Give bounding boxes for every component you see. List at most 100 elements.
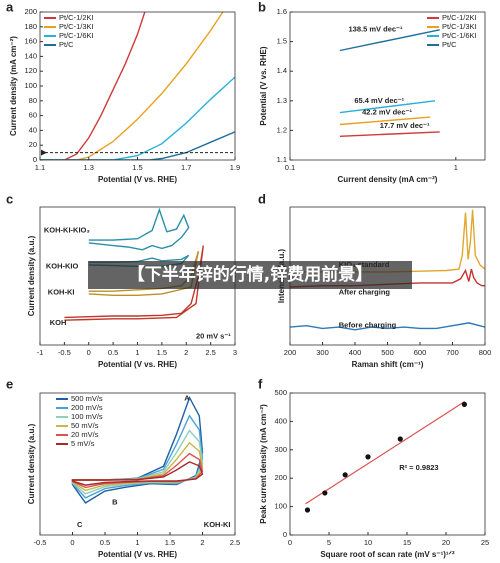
- series-line: [40, 76, 235, 160]
- y-tick-label: 120: [24, 66, 37, 75]
- series-label: KOH: [50, 318, 67, 327]
- x-tick-label: -0.5: [34, 538, 47, 547]
- series-line: [71, 395, 204, 504]
- panel-label: f: [258, 376, 263, 391]
- x-axis-label: Potential (V vs. RHE): [98, 550, 177, 559]
- panel-label: b: [258, 0, 266, 14]
- x-tick-label: 1.5: [165, 538, 175, 547]
- y-tick-label: 500: [274, 388, 287, 397]
- data-point: [322, 490, 328, 496]
- series-line: [71, 429, 204, 495]
- series-line: [71, 441, 204, 492]
- x-tick-label: 1: [454, 163, 458, 172]
- x-tick-label: 20: [442, 538, 450, 547]
- y-tick-label: 60: [29, 111, 37, 120]
- x-tick-label: -0.5: [58, 348, 71, 357]
- annotation: R² = 0.9823: [399, 463, 438, 472]
- plot-area: [71, 395, 204, 504]
- plot-area: [40, 12, 235, 160]
- y-tick-label: 140: [24, 51, 37, 60]
- y-tick-label: 40: [29, 125, 37, 134]
- x-tick-label: 400: [349, 348, 362, 357]
- series-line: [339, 100, 436, 114]
- y-tick-label: 1.2: [277, 125, 287, 134]
- y-tick-label: 300: [274, 445, 287, 454]
- series-line: [40, 12, 146, 160]
- legend-label: Pt/C-1/2KI: [59, 13, 94, 22]
- annotation: 42.2 mV dec⁻¹: [362, 108, 412, 117]
- annotation: 17.7 mV dec⁻¹: [380, 121, 430, 130]
- annotation: 138.5 mV dec⁻¹: [349, 25, 403, 34]
- y-tick-label: 20: [29, 140, 37, 149]
- x-tick-label: 2: [184, 348, 188, 357]
- annotation: B: [112, 497, 118, 506]
- x-tick-label: 1.3: [84, 163, 94, 172]
- fit-line: [305, 401, 466, 505]
- x-tick-label: -1: [37, 348, 44, 357]
- plot-area: [339, 29, 440, 137]
- series-line: [339, 116, 431, 126]
- data-point: [365, 454, 371, 460]
- legend-label: Pt/C-1/3KI: [442, 22, 477, 31]
- overlay-banner: 【下半年锌的行情,锌费用前景】: [88, 261, 412, 289]
- legend-label: 50 mV/s: [71, 421, 99, 430]
- y-tick-label: 200: [274, 473, 287, 482]
- x-tick-label: 700: [446, 348, 459, 357]
- y-axis-label: Current density (a.u.): [27, 235, 36, 316]
- series-label: After charging: [339, 288, 391, 297]
- legend-label: 100 mV/s: [71, 412, 103, 421]
- x-tick-label: 25: [481, 538, 489, 547]
- plot-frame: [39, 11, 236, 161]
- series-line: [88, 207, 190, 251]
- x-tick-label: 5: [327, 538, 331, 547]
- y-axis-label: Peak current density (mA cm⁻²): [259, 404, 268, 524]
- x-tick-label: 0.5: [100, 538, 110, 547]
- annotation: 65.4 mV dec⁻¹: [354, 96, 404, 105]
- panel-label: c: [6, 191, 13, 206]
- x-tick-label: 200: [284, 348, 297, 357]
- legend-label: 20 mV/s: [71, 430, 99, 439]
- y-axis-label: Current density (a.u.): [27, 423, 36, 504]
- legend-label: Pt/C: [59, 40, 74, 49]
- legend-label: Pt/C-1/2KI: [442, 13, 477, 22]
- legend-label: 200 mV/s: [71, 403, 103, 412]
- x-tick-label: 2.5: [230, 538, 240, 547]
- data-point: [461, 401, 468, 407]
- x-tick-label: 500: [381, 348, 394, 357]
- x-tick-label: 0: [288, 538, 292, 547]
- y-tick-label: 400: [274, 416, 287, 425]
- x-axis-label: Square root of scan rate (mV s⁻¹)¹ᐟ²: [320, 550, 455, 559]
- x-axis-label: Raman shift (cm⁻¹): [352, 360, 424, 369]
- y-tick-label: 160: [24, 37, 37, 46]
- legend-label: Pt/C-1/3KI: [59, 22, 94, 31]
- x-tick-label: 1.5: [157, 348, 167, 357]
- x-tick-label: 600: [414, 348, 427, 357]
- y-tick-label: 100: [24, 81, 37, 90]
- legend-label: Pt/C: [442, 40, 457, 49]
- panel-label: a: [6, 0, 14, 14]
- y-tick-label: 180: [24, 22, 37, 31]
- y-tick-label: 80: [29, 96, 37, 105]
- series-label: Before charging: [339, 321, 397, 330]
- x-tick-label: 15: [403, 538, 411, 547]
- plot-frame: [289, 392, 486, 536]
- plot-area: [304, 401, 468, 513]
- x-axis-label: Current density (mA cm⁻²): [338, 175, 438, 184]
- legend-label: 5 mV/s: [71, 439, 95, 448]
- x-tick-label: 1.7: [181, 163, 191, 172]
- y-tick-label: 0: [283, 530, 287, 539]
- plot-frame: [289, 11, 486, 161]
- x-tick-label: 1: [135, 538, 139, 547]
- y-tick-label: 1.6: [277, 7, 287, 16]
- series-label: KOH-KIO: [46, 261, 79, 270]
- series-line: [339, 131, 440, 137]
- x-tick-label: 0: [70, 538, 74, 547]
- x-tick-label: 1.5: [132, 163, 142, 172]
- y-axis-label: Potential (V vs. RHE): [259, 46, 268, 125]
- annotation: C: [77, 520, 83, 529]
- series-line: [40, 12, 224, 160]
- plot-frame: [39, 392, 236, 536]
- series-line: [40, 131, 235, 160]
- x-tick-label: 0: [87, 348, 91, 357]
